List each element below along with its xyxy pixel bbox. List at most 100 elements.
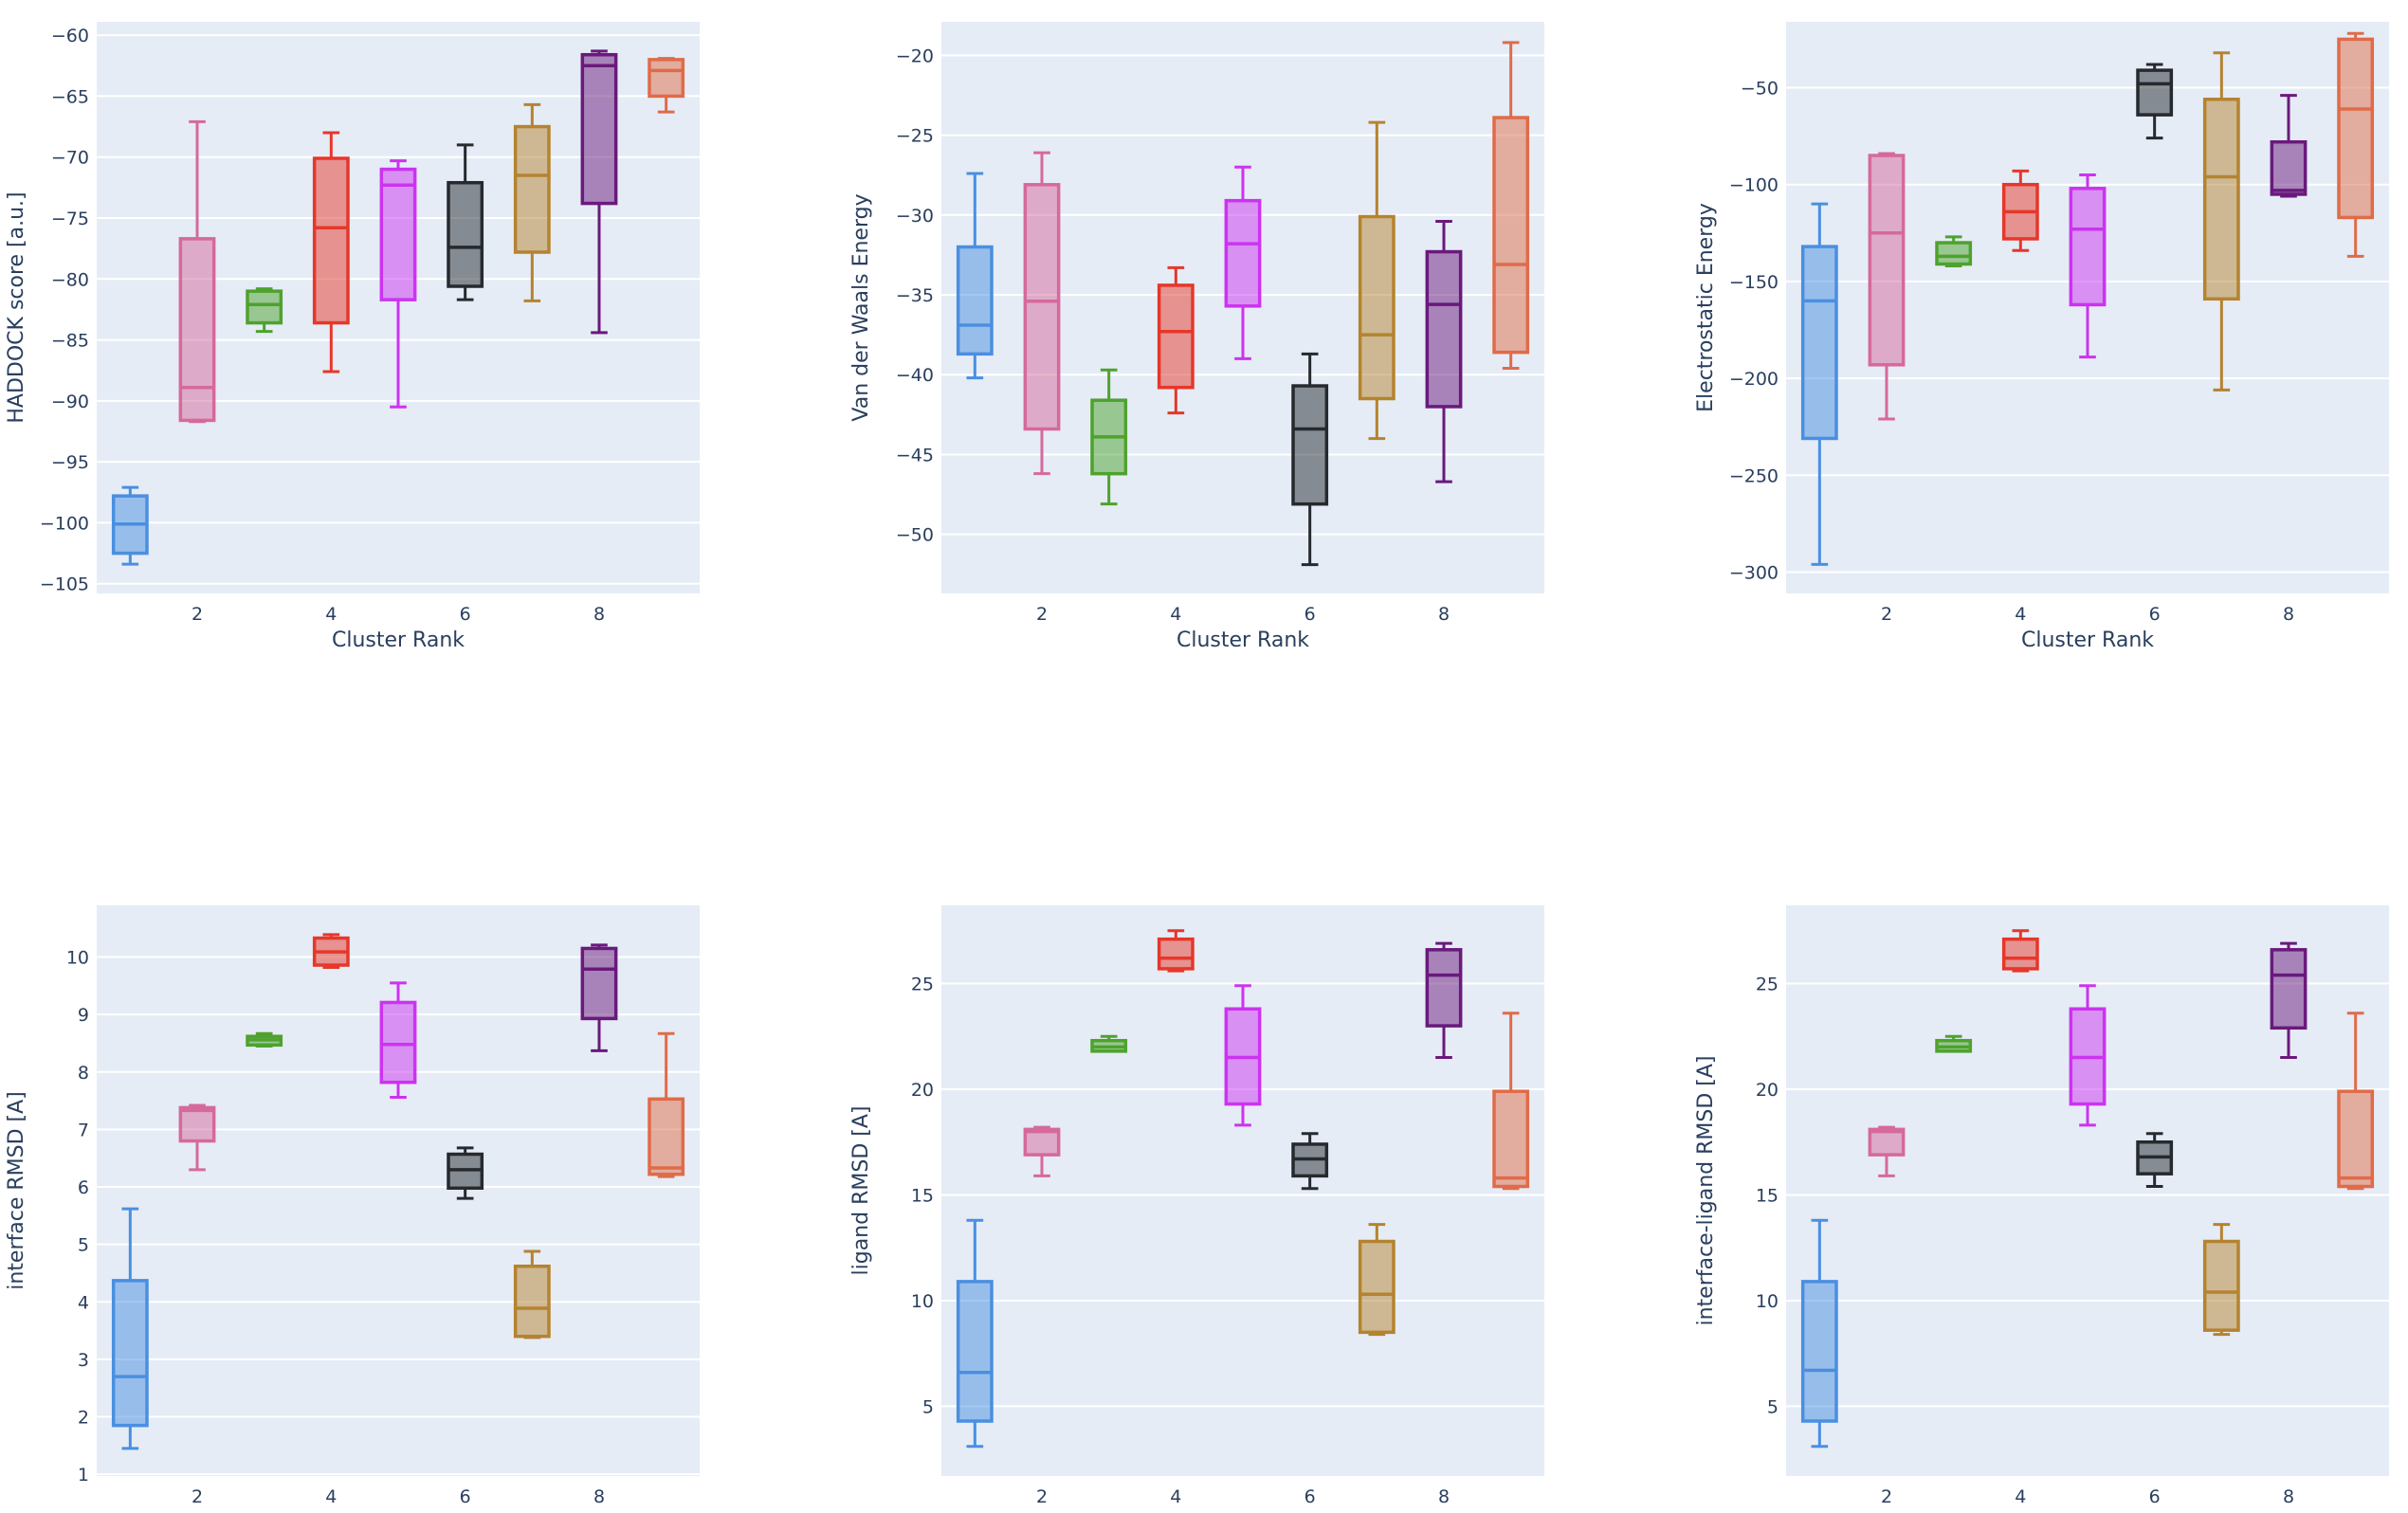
iqr-box [1425,948,1463,1028]
iqr-box [2270,139,2308,196]
x-tick-label: 4 [2015,1486,2026,1507]
box-cluster-5[interactable] [379,159,417,409]
y-tick-label: 7 [78,1120,89,1140]
iqr-box [2202,1239,2240,1332]
box-cluster-8[interactable] [2270,94,2308,198]
box-cluster-2[interactable] [1868,152,1906,421]
iqr-box [1492,1089,1530,1189]
box-cluster-2[interactable] [1023,1125,1061,1177]
y-tick-label: −100 [40,513,89,534]
y-tick-label: −100 [1729,175,1779,196]
box-cluster-9[interactable] [2337,31,2375,258]
x-axis-title: Cluster Rank [332,1511,465,1513]
x-tick-label: 2 [192,604,203,625]
box-cluster-1[interactable] [111,485,149,566]
box-cluster-4[interactable] [312,131,350,374]
iqr-box [1224,198,1262,308]
box-cluster-8[interactable] [2270,941,2308,1060]
box-cluster-6[interactable] [447,143,484,301]
box-cluster-4[interactable] [2001,929,2039,973]
box-cluster-3[interactable] [246,287,283,334]
x-tick-label: 2 [1881,1486,1892,1507]
box-cluster-1[interactable] [111,1207,149,1450]
x-tick-label: 6 [460,604,471,625]
box-cluster-1[interactable] [1800,1218,1838,1449]
box-cluster-7[interactable] [1358,1223,1396,1337]
chart-interface-ligand-rmsd: 5 10 15 20 25 2 4 6 8 Cluster Rank interface-ligan… [1694,905,2389,1513]
box-cluster-6[interactable] [2136,63,2174,140]
x-tick-label: 8 [593,604,605,625]
box-cluster-4[interactable] [312,933,350,969]
box-cluster-6[interactable] [2136,1132,2174,1189]
box-cluster-7[interactable] [513,102,551,302]
box-cluster-7[interactable] [513,1249,551,1340]
box-cluster-8[interactable] [580,49,618,335]
y-tick-label: 10 [911,1291,934,1312]
box-cluster-5[interactable] [379,981,417,1099]
box-cluster-9[interactable] [1492,1012,1530,1191]
y-tick-label: −300 [1729,563,1779,584]
box-cluster-5[interactable] [1224,165,1262,360]
x-tick-label: 6 [1304,1486,1316,1507]
y-tick-label: 20 [911,1080,934,1101]
box-cluster-8[interactable] [580,943,618,1052]
box-cluster-4[interactable] [2001,169,2039,252]
box-cluster-4[interactable] [1157,929,1195,973]
chart-ligand-rmsd: 5 10 15 20 25 2 4 6 8 Cluster Rank ligand RMSD [A] [849,905,1544,1513]
x-tick-label: 4 [1170,604,1181,625]
box-cluster-1[interactable] [956,172,994,380]
y-tick-label: 8 [78,1063,89,1084]
x-axis-title: Cluster Rank [2021,629,2154,652]
box-cluster-5[interactable] [2069,984,2107,1127]
box-cluster-3[interactable] [1090,368,1128,506]
box-cluster-7[interactable] [2202,1223,2240,1337]
x-tick-label: 4 [2015,604,2026,625]
chart-electrostatic-energy: −300 −250 −200 −150 −100 −50 2 4 6 8 Cluster Rank E… [1694,22,2389,652]
iqr-box [1023,183,1061,431]
box-cluster-3[interactable] [1935,1034,1973,1053]
y-tick-label: −85 [51,331,89,352]
iqr-box [648,58,685,99]
box-cluster-7[interactable] [2202,51,2240,392]
box-cluster-9[interactable] [2337,1012,2375,1191]
iqr-box [2136,68,2174,117]
box-cluster-2[interactable] [1868,1125,1906,1177]
box-cluster-3[interactable] [1090,1034,1128,1053]
x-tick-label: 8 [1438,604,1450,625]
box-cluster-3[interactable] [246,1031,283,1048]
iqr-box [2001,937,2039,971]
iqr-box [1291,384,1329,506]
box-cluster-6[interactable] [447,1146,484,1200]
box-cluster-1[interactable] [956,1218,994,1449]
box-cluster-4[interactable] [1157,265,1195,415]
box-cluster-3[interactable] [1935,235,1973,268]
box-cluster-2[interactable] [1023,151,1061,476]
y-tick-label: −50 [1741,78,1779,99]
x-tick-label: 2 [1881,604,1892,625]
box-cluster-8[interactable] [1425,220,1463,483]
box-cluster-1[interactable] [1800,202,1838,566]
iqr-box [379,1000,417,1085]
box-cluster-5[interactable] [1224,984,1262,1127]
y-tick-label: −25 [896,126,934,147]
box-cluster-9[interactable] [1492,41,1530,371]
y-tick-label: −95 [51,452,89,473]
x-tick-label: 6 [460,1486,471,1507]
y-tick-label: −250 [1729,465,1779,486]
y-tick-label: −65 [51,86,89,107]
y-tick-label: −150 [1729,272,1779,293]
box-cluster-2[interactable] [178,119,216,424]
box-cluster-9[interactable] [648,57,685,114]
iqr-box [178,1105,216,1143]
box-cluster-6[interactable] [1291,352,1329,567]
iqr-box [513,1264,551,1339]
box-cluster-8[interactable] [1425,941,1463,1060]
y-axis-title: interface-ligand RMSD [A] [1694,1055,1718,1325]
box-cluster-6[interactable] [1291,1132,1329,1191]
box-cluster-2[interactable] [178,1103,216,1172]
box-cluster-5[interactable] [2069,173,2107,359]
y-tick-label: 5 [922,1396,934,1417]
box-cluster-7[interactable] [1358,120,1396,441]
box-cluster-9[interactable] [648,1031,685,1178]
y-tick-label: −35 [896,285,934,306]
